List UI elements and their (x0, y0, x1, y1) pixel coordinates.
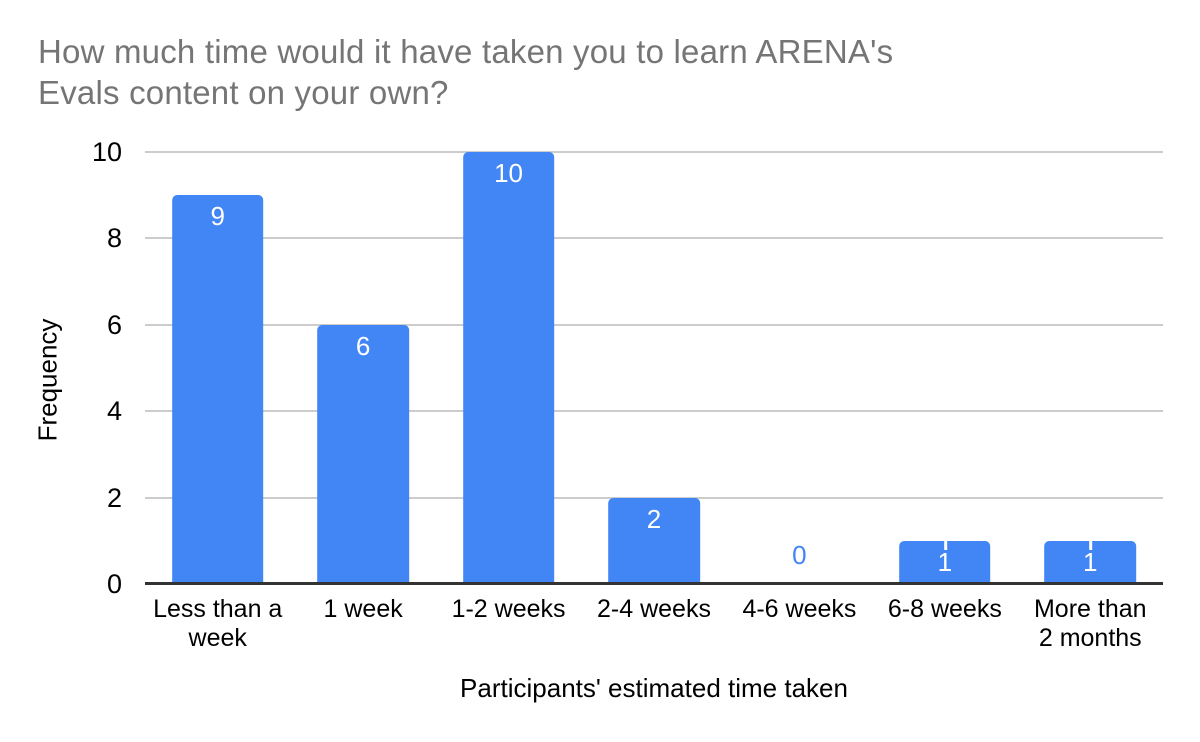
bar-slot: 0 (727, 152, 872, 584)
x-tick-label: 6-8 weeks (887, 595, 1002, 623)
y-tick-label: 2 (106, 482, 122, 513)
bar-notch (1089, 540, 1093, 550)
y-tick-label: 6 (106, 309, 122, 340)
bar-value-label: 6 (355, 330, 371, 361)
gridline (145, 410, 1163, 413)
x-axis-title: Participants' estimated time taken (460, 673, 848, 703)
x-tick-label: 1 week (323, 595, 403, 623)
y-axis-labels: 0 2 4 6 8 10 (0, 137, 122, 599)
bar-value-label: 9 (210, 201, 225, 232)
gridline (145, 496, 1163, 499)
chart-title: How much time would it have taken you to… (38, 31, 893, 113)
bar-slot: 2 (581, 152, 726, 584)
plot-area: 9 6 10 2 0 1 1 (145, 151, 1163, 585)
bar-slot: 1 (872, 152, 1017, 584)
chart-title-line1: How much time would it have taken you to… (38, 33, 894, 70)
x-tick-label: 1-2 weeks (451, 595, 566, 623)
x-axis-baseline (145, 582, 1163, 585)
zero-value-label: 0 (792, 540, 807, 570)
bar: 1 (899, 540, 991, 584)
bar: 2 (608, 497, 700, 584)
bar-value-label: 1 (937, 546, 953, 577)
bar-slot: 9 (145, 152, 290, 584)
bar-value-label: 2 (646, 503, 662, 534)
gridline (145, 323, 1163, 326)
bar-value-label: 1 (1083, 546, 1098, 577)
bar-notch (943, 540, 947, 550)
x-tick-label: 2-4 weeks (597, 595, 711, 623)
x-tick-label: 4-6 weeks (742, 595, 857, 623)
bar-slot: 10 (436, 152, 581, 584)
y-tick-label: 8 (106, 223, 122, 254)
gridline (145, 237, 1163, 240)
y-tick-label: 10 (91, 137, 122, 167)
bar: 1 (1044, 540, 1137, 584)
bar-value-label: 10 (494, 158, 524, 188)
x-tick-label: More than 2 months (1033, 595, 1147, 652)
bar: 9 (171, 195, 264, 584)
bar: 10 (462, 152, 555, 584)
bar-slot: 6 (290, 152, 435, 584)
x-axis-labels: Less than a week 1 week 1-2 weeks 2-4 weeks 4… (145, 595, 1163, 661)
chart-title-line2: Evals content on your own? (38, 74, 449, 111)
bar: 6 (317, 324, 409, 584)
x-tick-label: Less than a week (153, 595, 283, 652)
y-tick-label: 0 (106, 569, 122, 599)
y-tick-label: 4 (106, 396, 122, 427)
bar-slot: 1 (1018, 152, 1163, 584)
gridline (145, 151, 1163, 153)
